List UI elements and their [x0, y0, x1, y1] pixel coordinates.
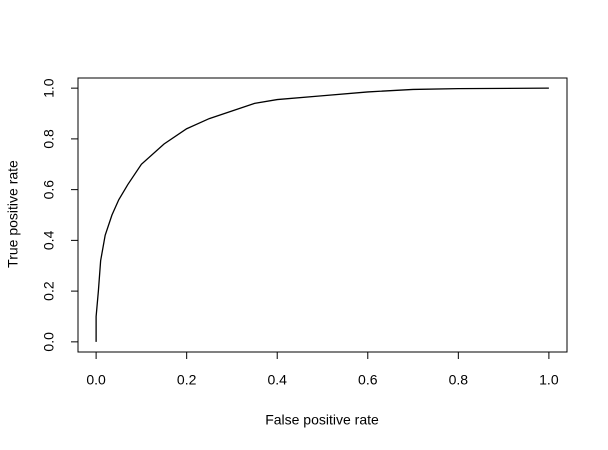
x-tick-label: 1.0	[539, 372, 559, 388]
x-tick-label: 0.4	[267, 372, 287, 388]
y-tick-label: 0.2	[41, 281, 57, 301]
x-tick-label: 0.2	[177, 372, 197, 388]
x-tick-label: 0.8	[449, 372, 469, 388]
x-tick-label: 0.6	[358, 372, 378, 388]
y-tick-label: 0.0	[41, 332, 57, 352]
x-axis-label: False positive rate	[265, 412, 379, 428]
x-tick-label: 0.0	[86, 372, 106, 388]
plot-box	[77, 77, 568, 353]
roc-curve	[95, 87, 549, 342]
y-axis-label: True positive rate	[5, 160, 21, 268]
y-tick-label: 0.4	[41, 230, 57, 250]
y-tick-label: 0.8	[41, 129, 57, 149]
y-tick-label: 0.6	[41, 180, 57, 200]
y-tick-label: 1.0	[41, 78, 57, 98]
